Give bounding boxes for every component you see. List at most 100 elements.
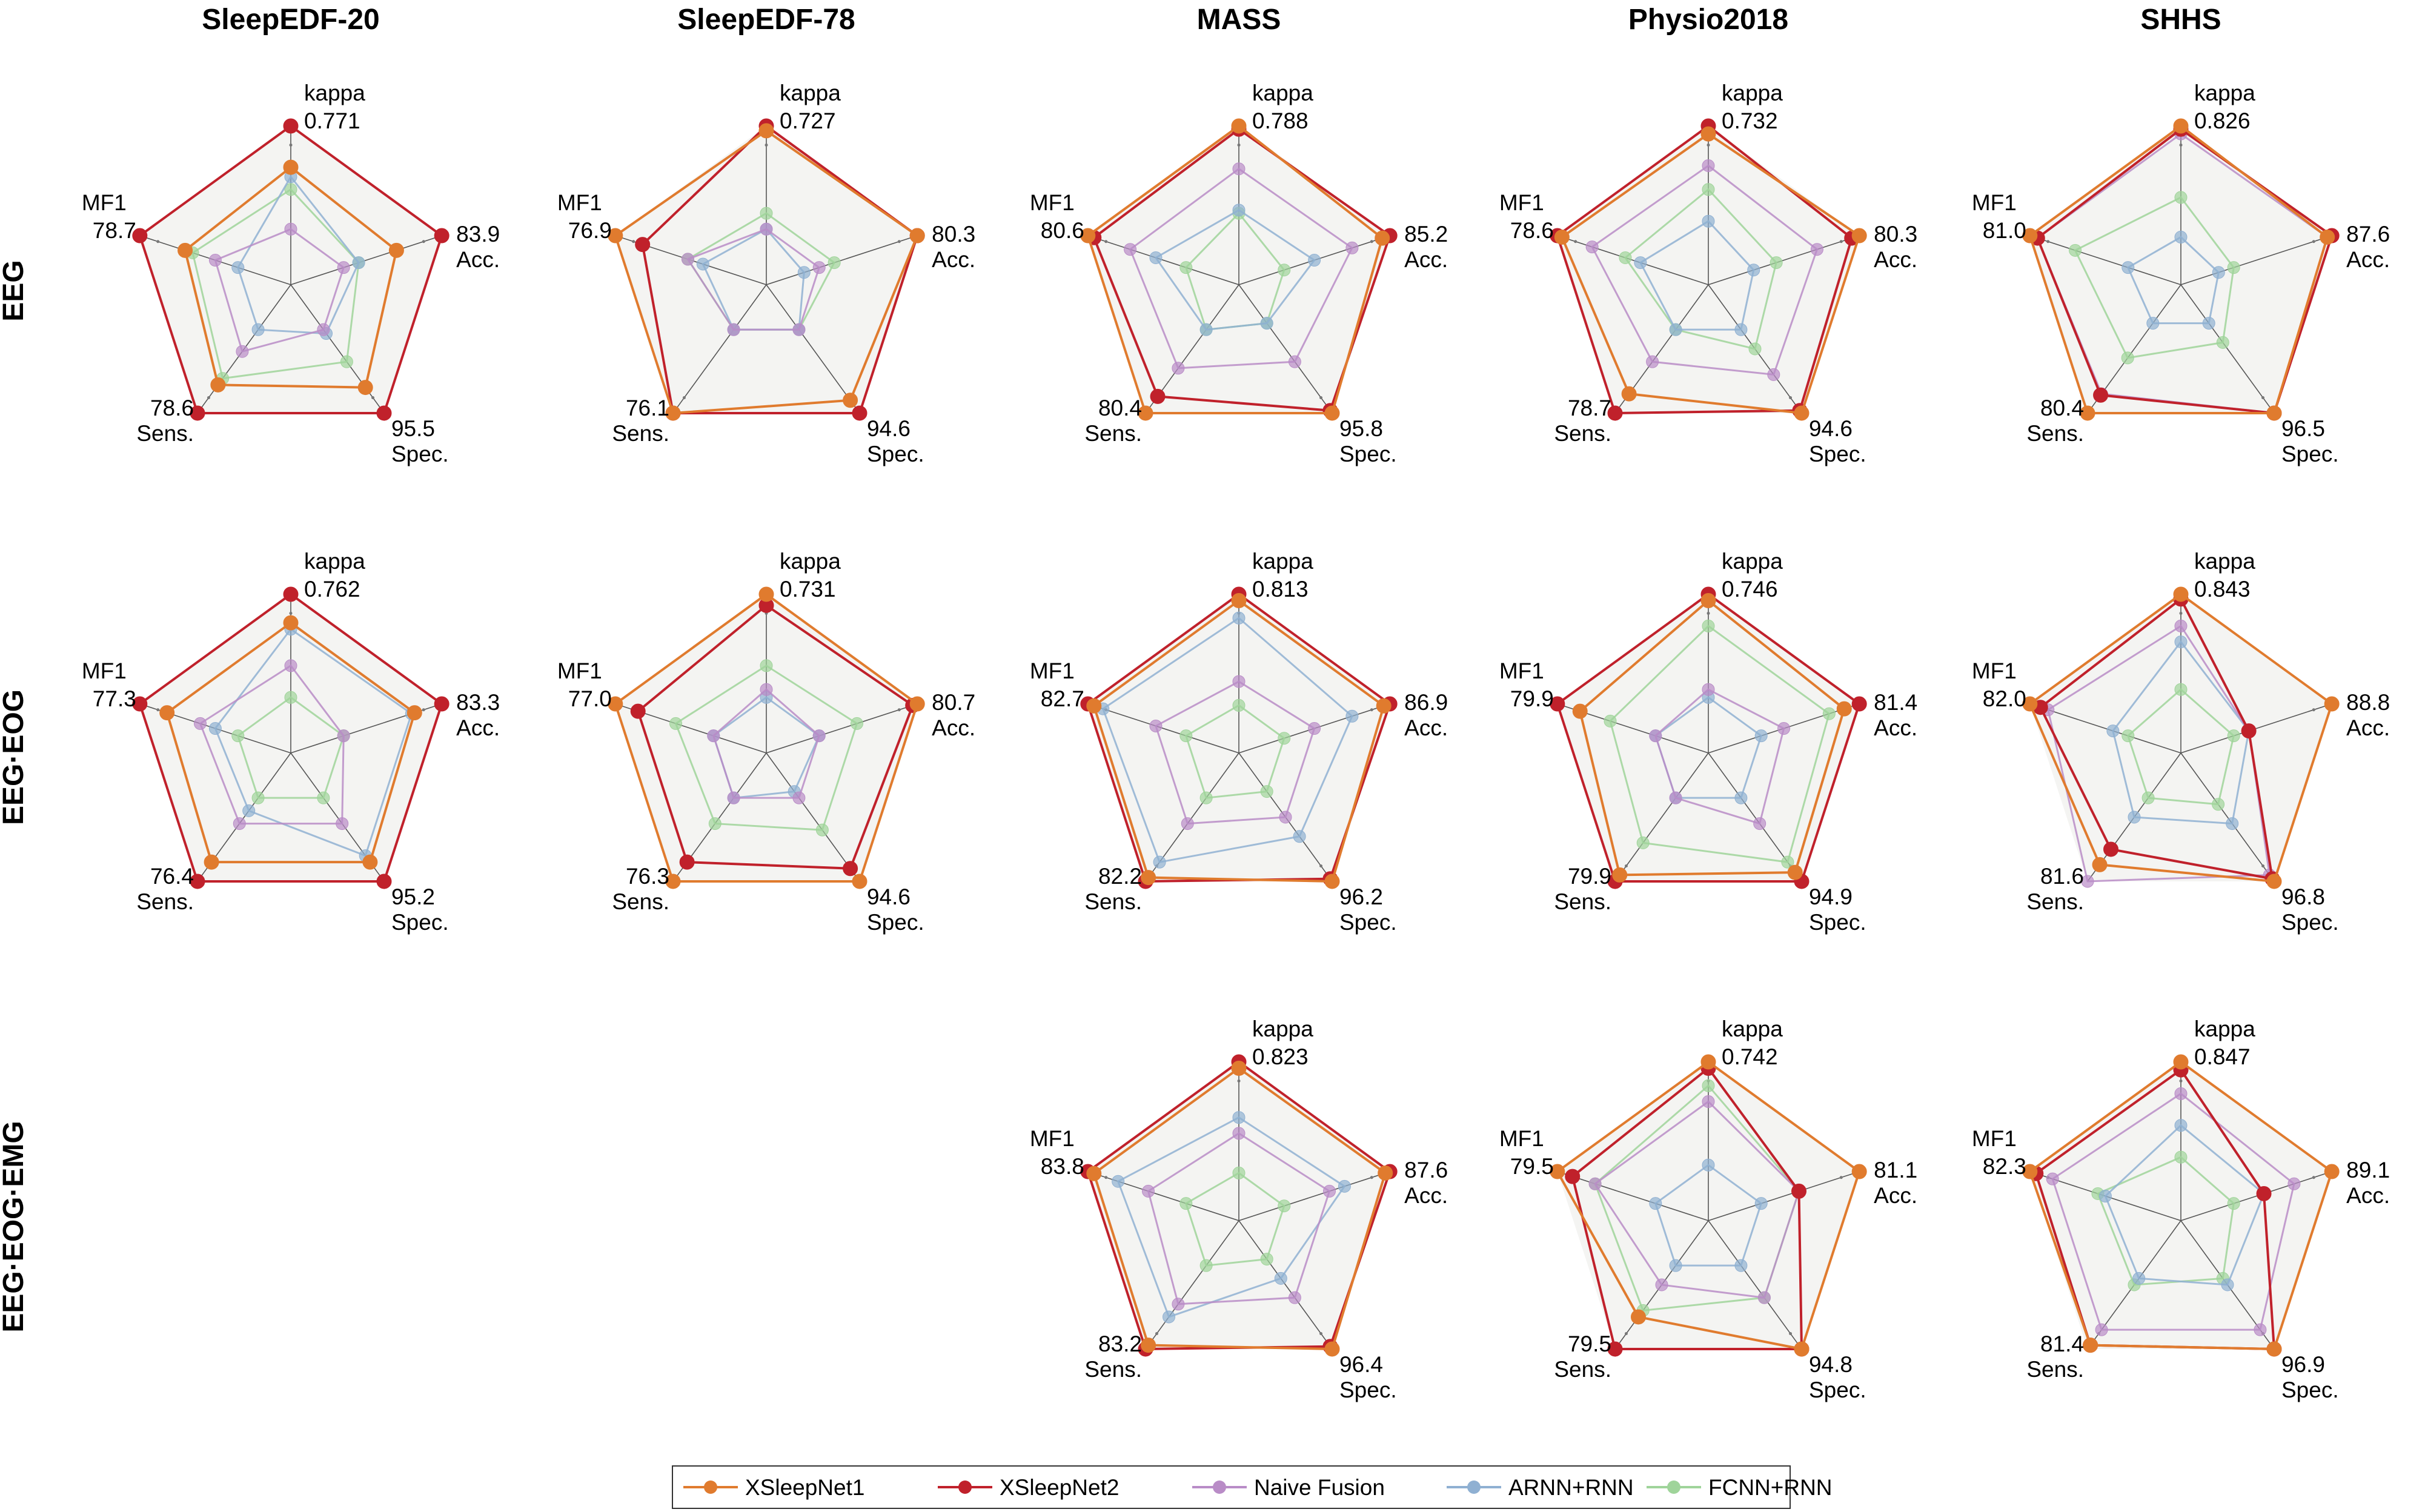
data-point — [337, 261, 350, 274]
axis-name: MF1 — [1499, 190, 1544, 215]
data-point — [283, 159, 299, 175]
axis-max-value: 87.6 — [2346, 222, 2390, 247]
series-line — [674, 665, 858, 831]
data-point — [797, 266, 811, 279]
data-point — [1822, 707, 1836, 720]
series-line — [2035, 127, 2334, 415]
data-point — [758, 586, 774, 602]
data-point — [1278, 1199, 1291, 1213]
axis-max-value: 96.8 — [2281, 884, 2325, 909]
data-point — [2093, 387, 2109, 403]
axis-max-value: 76.1 — [626, 396, 669, 420]
axis-name: MF1 — [1030, 190, 1075, 215]
data-point — [2173, 586, 2189, 602]
series-line — [1184, 1172, 1285, 1267]
data-point — [1288, 1291, 1301, 1304]
series-line — [184, 165, 398, 389]
series-line — [2051, 1092, 2295, 1331]
column-title: MASS — [1197, 4, 1281, 36]
axis-max-value: 95.5 — [391, 416, 435, 441]
radar-tick — [1237, 1079, 1241, 1083]
series-arnn-rnn — [2121, 230, 2225, 330]
axis-max-value: 0.742 — [1722, 1044, 1778, 1069]
axis-name: kappa — [304, 81, 365, 105]
radar-tick — [1155, 1332, 1158, 1336]
data-point — [2221, 1278, 2234, 1292]
axis-name: Sens. — [1084, 1357, 1142, 1382]
axis-name: kappa — [1252, 1016, 1313, 1041]
data-point — [1700, 1054, 1716, 1070]
data-point — [1199, 791, 1213, 804]
data-point — [1141, 870, 1156, 886]
axis-name: Acc. — [456, 247, 500, 272]
radar-tick — [2312, 1176, 2315, 1179]
data-point — [2103, 841, 2119, 857]
data-point — [283, 586, 299, 602]
legend-marker — [958, 1480, 972, 1494]
data-point — [1851, 696, 1867, 712]
data-point — [1794, 405, 1810, 421]
series-fcnn-rnn — [1604, 619, 1836, 869]
data-point — [1669, 791, 1682, 804]
data-point — [2174, 619, 2188, 632]
series-line — [1571, 1066, 1803, 1350]
axis-max-value: 81.6 — [2040, 864, 2084, 889]
column-titles: SleepEDF-20 SleepEDF-78 MASS Physio2018 … — [202, 4, 2221, 36]
series-line — [2028, 592, 2334, 883]
data-point — [1619, 251, 1632, 264]
data-point — [792, 323, 806, 336]
series-line — [1654, 688, 1785, 825]
data-point — [2266, 874, 2282, 889]
data-point — [1777, 722, 1791, 735]
data-point — [2174, 1087, 2188, 1100]
data-point — [1767, 368, 1780, 381]
data-point — [1260, 785, 1273, 798]
data-point — [1150, 388, 1166, 404]
axis-name: Acc. — [2346, 715, 2390, 740]
series-line — [2028, 1060, 2334, 1350]
series-line — [2127, 688, 2235, 806]
axis-name: MF1 — [82, 658, 127, 683]
data-point — [1278, 732, 1291, 745]
series-line — [1594, 1100, 1800, 1299]
data-point — [284, 222, 297, 236]
data-point — [284, 183, 297, 196]
data-point — [707, 729, 720, 743]
axis-name: Spec. — [867, 910, 924, 935]
axis-max-value: 94.8 — [1809, 1352, 1853, 1377]
data-point — [242, 804, 256, 817]
data-point — [283, 615, 299, 631]
axis-max-value: 80.4 — [2040, 396, 2084, 420]
radar-spoke — [1238, 1171, 1390, 1221]
radar-tick — [1237, 143, 1241, 147]
data-point — [357, 380, 373, 396]
data-point — [340, 355, 353, 368]
radar-spoke — [1557, 1171, 1709, 1221]
data-point — [665, 874, 681, 889]
series-xsleepnet2 — [132, 586, 450, 889]
axis-name: Acc. — [932, 247, 975, 272]
series-line — [1556, 592, 1861, 883]
data-point — [2174, 230, 2188, 244]
radar-tick — [2046, 240, 2050, 244]
data-point — [1260, 1253, 1273, 1266]
data-point — [2022, 696, 2038, 712]
data-point — [1702, 1158, 1715, 1172]
radar-spoke — [1557, 235, 1709, 285]
series-naive-fusion — [681, 222, 826, 336]
radar-spoke — [2180, 752, 2275, 882]
axis-max-value: 89.1 — [2346, 1158, 2390, 1182]
series-xsleepnet1 — [1554, 126, 1867, 421]
axis-name: Sens. — [1084, 889, 1142, 914]
data-point — [2212, 266, 2225, 279]
series-arnn-rnn — [1149, 204, 1321, 336]
axis-name: MF1 — [1030, 658, 1075, 683]
data-point — [1172, 362, 1185, 375]
data-point — [909, 696, 925, 712]
axis-max-value: 86.9 — [1404, 690, 1448, 715]
series-line — [614, 129, 919, 415]
axis-name: Acc. — [932, 715, 975, 740]
